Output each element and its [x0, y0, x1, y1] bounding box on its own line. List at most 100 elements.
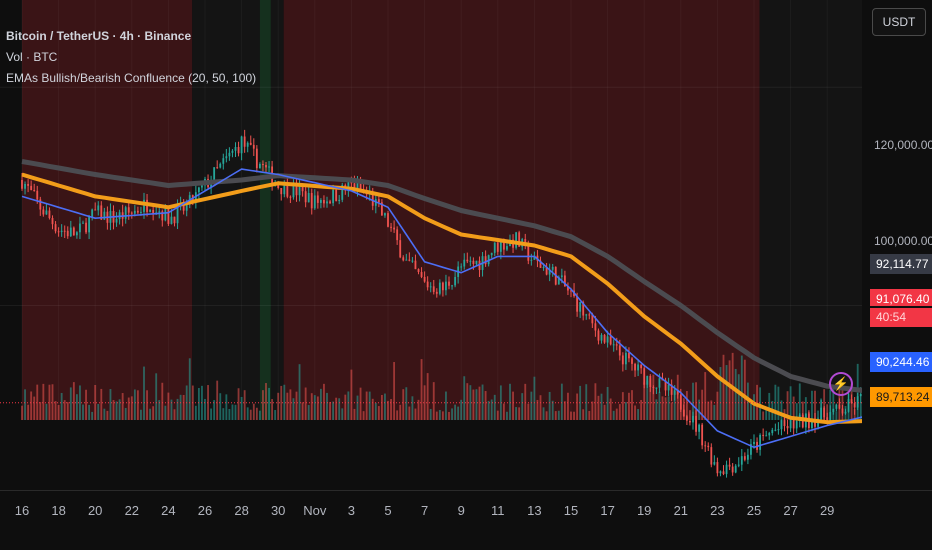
volume-bar — [740, 355, 743, 420]
volume-bar — [210, 408, 213, 420]
candle-body — [685, 416, 688, 421]
volume-bars — [21, 352, 862, 420]
volume-bar — [310, 393, 313, 420]
volume-bar — [335, 397, 338, 420]
volume-bar — [594, 383, 597, 420]
candle-body — [826, 417, 829, 423]
volume-bar — [585, 384, 588, 420]
candle-body — [701, 424, 704, 446]
volume-bar — [481, 384, 484, 420]
candle-body — [390, 226, 392, 228]
candle-body — [649, 375, 652, 388]
candle-body — [268, 166, 270, 168]
volume-bar — [634, 405, 636, 420]
volume-bar — [262, 390, 264, 420]
candle-body — [847, 399, 850, 412]
candle-body — [667, 384, 670, 391]
volume-bar — [371, 398, 374, 420]
candle-body — [753, 441, 755, 445]
candle-body — [414, 260, 417, 270]
time-label: 20 — [87, 503, 103, 518]
candle-body — [24, 183, 26, 189]
volume-bar — [91, 411, 94, 420]
candle-body — [408, 259, 411, 261]
candle-body — [216, 167, 219, 169]
candle-body — [768, 433, 771, 436]
candle-body — [740, 456, 743, 465]
price-axis[interactable]: 120,000.00 100,000.00 — [862, 0, 932, 490]
volume-bar — [130, 396, 133, 420]
candle-body — [670, 384, 673, 395]
volume-bar — [24, 389, 26, 420]
currency-button[interactable]: USDT — [872, 8, 926, 36]
candle-body — [228, 152, 231, 157]
volume-legend[interactable]: Vol · BTC — [6, 50, 58, 64]
volume-bar — [493, 394, 496, 420]
candle-body — [454, 276, 457, 286]
volume-bar — [423, 385, 426, 420]
volume-bar — [612, 410, 615, 420]
candle-body — [710, 447, 713, 465]
volume-bar — [390, 399, 392, 420]
ema20-price-badge: 90,244.46 — [870, 352, 932, 372]
volume-bar — [82, 404, 84, 420]
candle-body — [79, 223, 81, 233]
candle-body — [307, 193, 310, 203]
volume-bar — [319, 388, 322, 420]
time-label: 27 — [783, 503, 798, 518]
time-label: 17 — [600, 503, 615, 518]
volume-bar — [246, 407, 249, 420]
volume-bar — [152, 406, 155, 420]
volume-bar — [21, 405, 23, 420]
time-label: 28 — [234, 503, 249, 518]
candle-body — [652, 387, 655, 389]
candle-body — [618, 345, 621, 356]
time-axis[interactable]: 16 18 20 22 24 26 28 30 Nov 3 5 7 9 11 13 15 17 19 21 23 25 2… — [0, 490, 932, 550]
lightning-icon[interactable]: ⚡ — [829, 372, 853, 396]
candle-body — [637, 364, 640, 371]
candle-body — [39, 199, 42, 210]
volume-bar — [725, 365, 728, 420]
candle-body — [353, 183, 356, 191]
candle-body — [542, 267, 545, 269]
candle-body — [48, 210, 51, 219]
time-label: 22 — [124, 503, 140, 518]
candle-body — [127, 207, 130, 213]
volume-bar — [460, 399, 463, 420]
volume-bar — [515, 407, 518, 420]
volume-bar — [545, 411, 548, 420]
candle-body — [713, 462, 716, 465]
volume-bar — [438, 409, 441, 420]
candle-body — [332, 189, 335, 204]
volume-bar — [36, 384, 39, 420]
candle-body — [429, 286, 432, 288]
candle-body — [304, 191, 307, 203]
volume-bar — [750, 402, 752, 420]
symbol-title[interactable]: Bitcoin / TetherUS · 4h · Binance — [6, 29, 192, 43]
candle-body — [759, 434, 762, 450]
volume-bar — [542, 407, 545, 420]
volume-bar — [426, 373, 429, 420]
candle-body — [27, 183, 30, 186]
candle-body — [814, 420, 816, 427]
candle-body — [94, 209, 97, 211]
volume-bar — [499, 385, 502, 420]
volume-bar — [106, 410, 109, 420]
volume-bar — [228, 408, 231, 420]
volume-bar — [374, 402, 377, 420]
chart-canvas[interactable] — [0, 0, 862, 490]
volume-bar — [417, 399, 420, 420]
candle-body — [576, 296, 579, 312]
volume-bar — [347, 391, 350, 420]
volume-bar — [734, 368, 737, 420]
volume-bar — [207, 385, 209, 420]
volume-bar — [368, 391, 371, 420]
candle-body — [323, 200, 325, 204]
volume-bar — [603, 404, 606, 420]
chart-plot-area[interactable]: Bitcoin / TetherUS · 4h · Binance Vol · … — [0, 0, 862, 490]
volume-bar — [667, 396, 670, 420]
candle-body — [91, 209, 94, 217]
indicator-legend[interactable]: EMAs Bullish/Bearish Confluence (20, 50,… — [6, 68, 256, 89]
time-label: 3 — [347, 503, 356, 518]
volume-bar — [304, 387, 307, 420]
